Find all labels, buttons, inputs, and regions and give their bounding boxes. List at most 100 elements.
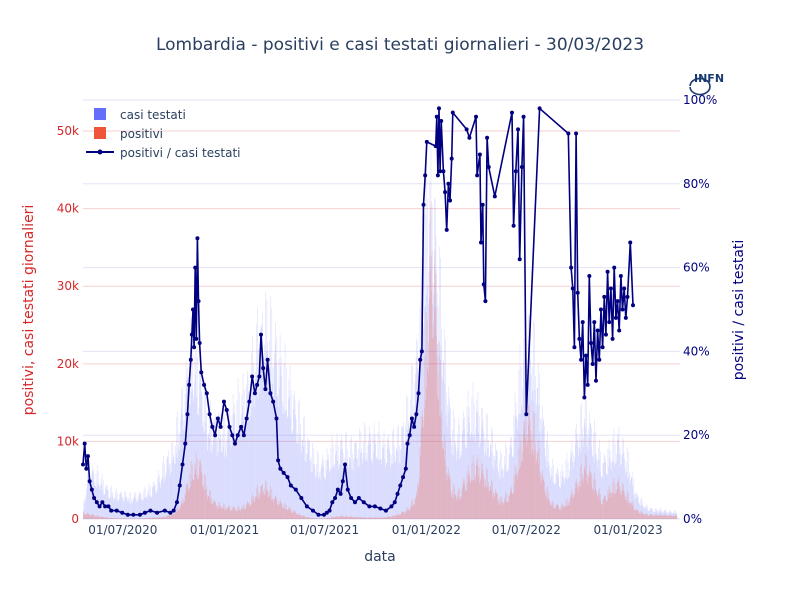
bar-casi-testati: [451, 453, 453, 519]
bar-positivi: [425, 312, 427, 519]
bar-casi-testati: [381, 458, 383, 519]
bar-casi-testati: [445, 339, 446, 519]
ratio-point: [618, 273, 623, 278]
bar-casi-testati: [448, 398, 450, 519]
bar-positivi: [343, 516, 345, 519]
bar-casi-testati: [211, 424, 212, 519]
bar-casi-testati: [403, 422, 404, 519]
ratio-point: [511, 223, 516, 228]
bar-positivi: [86, 513, 88, 519]
bar-positivi: [635, 511, 637, 519]
bar-casi-testati: [485, 450, 487, 519]
bar-casi-testati: [206, 411, 207, 519]
bar-casi-testati: [167, 456, 168, 519]
bar-casi-testati: [673, 513, 674, 519]
bar-casi-testati: [477, 411, 478, 519]
bar-positivi: [563, 508, 565, 519]
ratio-point: [274, 416, 279, 421]
bar-casi-testati: [157, 477, 158, 519]
bar-positivi: [229, 506, 231, 519]
bar-casi-testati: [194, 355, 196, 519]
bar-positivi: [505, 502, 507, 519]
ratio-point: [580, 320, 585, 325]
legend-marker-ratio[interactable]: [97, 149, 103, 155]
bar-casi-testati: [209, 438, 211, 519]
bar-casi-testati: [139, 492, 141, 519]
bar-casi-testati: [123, 497, 124, 519]
bar-positivi: [174, 514, 175, 519]
bar-casi-testati: [509, 453, 510, 519]
bar-positivi: [511, 486, 513, 519]
bar-casi-testati: [258, 393, 260, 519]
bar-casi-testati: [236, 400, 238, 519]
bar-positivi: [567, 500, 569, 519]
bar-casi-testati: [310, 460, 311, 519]
bar-casi-testati: [392, 431, 393, 519]
bar-positivi: [230, 510, 232, 519]
ratio-point: [598, 307, 603, 312]
bar-positivi: [509, 495, 510, 519]
bar-positivi: [286, 509, 288, 519]
y-right-tick-label: 40%: [683, 344, 710, 358]
ratio-point: [148, 508, 153, 513]
bar-positivi: [559, 509, 561, 519]
legend-swatch-tested[interactable]: [94, 108, 106, 120]
bar-positivi: [306, 517, 308, 519]
bar-positivi: [564, 506, 566, 519]
bar-positivi: [362, 517, 364, 519]
legend-swatch-positives[interactable]: [94, 127, 106, 139]
bar-positivi: [152, 517, 154, 519]
bar-casi-testati: [83, 499, 85, 519]
bar-casi-testati: [458, 418, 459, 519]
bar-casi-testati: [616, 454, 618, 519]
ratio-point: [615, 299, 620, 304]
bar-positivi: [467, 464, 469, 519]
bar-casi-testati: [401, 426, 402, 519]
bar-positivi: [97, 515, 99, 519]
bar-positivi: [609, 492, 610, 519]
bar-casi-testati: [568, 477, 569, 519]
bar-casi-testati: [186, 380, 187, 519]
bar-positivi: [420, 455, 421, 519]
legend-label-positives[interactable]: positivi: [120, 127, 163, 141]
bar-positivi: [375, 517, 377, 519]
legend-label-tested[interactable]: casi testati: [120, 108, 186, 122]
legend-label-ratio[interactable]: positivi / casi testati: [120, 146, 240, 160]
bar-casi-testati: [125, 497, 126, 519]
bar-casi-testati: [523, 338, 525, 519]
bar-positivi: [431, 291, 432, 519]
bar-positivi: [410, 505, 411, 519]
ratio-point: [330, 500, 335, 505]
bar-casi-testati: [570, 450, 572, 519]
bar-casi-testati: [300, 424, 301, 519]
bar-casi-testati: [424, 214, 426, 520]
ratio-point: [227, 424, 232, 429]
bar-casi-testati: [369, 443, 371, 519]
bar-positivi: [502, 501, 503, 519]
bar-casi-testati: [126, 496, 127, 519]
bar-positivi: [459, 498, 461, 519]
bar-positivi: [481, 472, 483, 519]
bar-casi-testati: [232, 431, 233, 519]
bar-positivi: [117, 518, 119, 519]
bar-positivi: [345, 516, 347, 519]
ratio-point: [617, 328, 622, 333]
bar-positivi: [531, 435, 533, 519]
ratio-point: [592, 320, 597, 325]
bar-positivi: [485, 468, 487, 519]
bar-positivi: [532, 449, 534, 519]
bar-positivi: [656, 514, 658, 519]
bar-positivi: [296, 514, 297, 519]
bar-casi-testati: [370, 459, 372, 519]
bar-positivi: [89, 515, 90, 519]
bar-positivi: [571, 489, 573, 519]
bar-casi-testati: [196, 356, 198, 519]
bar-positivi: [471, 462, 473, 519]
ratio-point: [343, 462, 348, 467]
bar-casi-testati: [290, 389, 292, 519]
bar-casi-testati: [496, 450, 498, 519]
bar-positivi: [348, 517, 349, 519]
bar-casi-testati: [95, 473, 97, 519]
bar-casi-testati: [534, 323, 535, 519]
bar-positivi: [468, 470, 470, 519]
